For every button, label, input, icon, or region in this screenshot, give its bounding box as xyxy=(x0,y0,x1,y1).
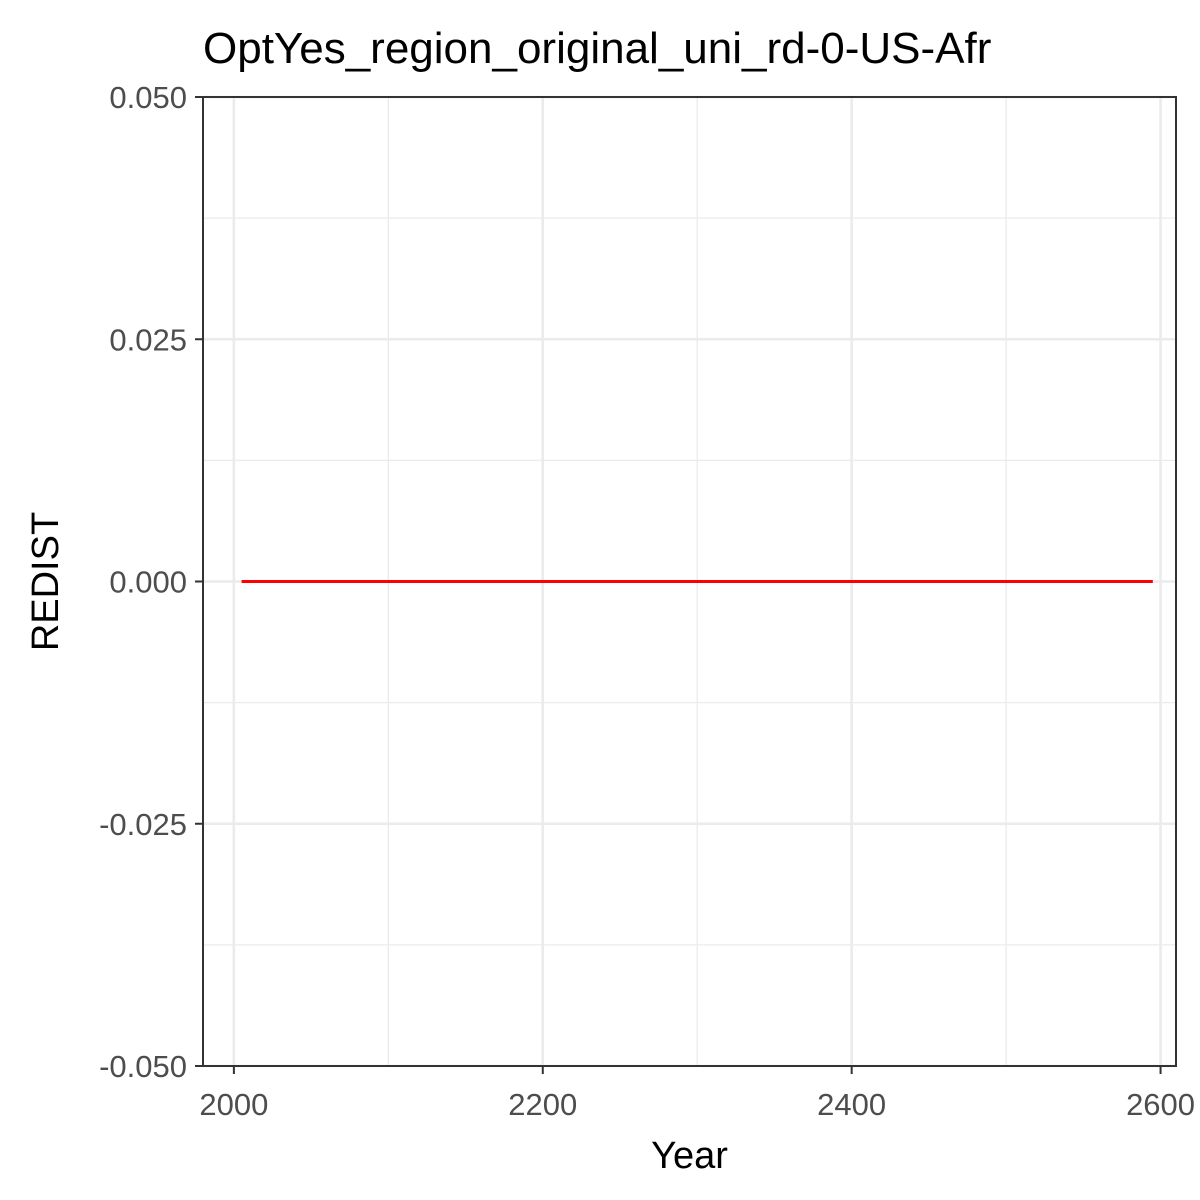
y-axis: -0.050 -0.025 0.000 0.025 0.050 xyxy=(99,80,203,1084)
x-tick-label: 2400 xyxy=(817,1087,886,1122)
x-axis: 2000 2200 2400 2600 xyxy=(199,1066,1195,1122)
y-tick-label: 0.050 xyxy=(109,80,187,115)
x-tick-label: 2200 xyxy=(508,1087,577,1122)
y-axis-title: REDIST xyxy=(25,512,67,651)
y-tick-label: -0.025 xyxy=(99,807,187,842)
x-tick-label: 2000 xyxy=(199,1087,268,1122)
chart-title: OptYes_region_original_uni_rd-0-US-Afr xyxy=(203,24,991,73)
y-tick-label: -0.050 xyxy=(99,1049,187,1084)
y-tick-label: 0.025 xyxy=(109,322,187,357)
y-tick-label: 0.000 xyxy=(109,565,187,600)
x-axis-title: Year xyxy=(651,1135,728,1177)
x-tick-label: 2600 xyxy=(1126,1087,1195,1122)
